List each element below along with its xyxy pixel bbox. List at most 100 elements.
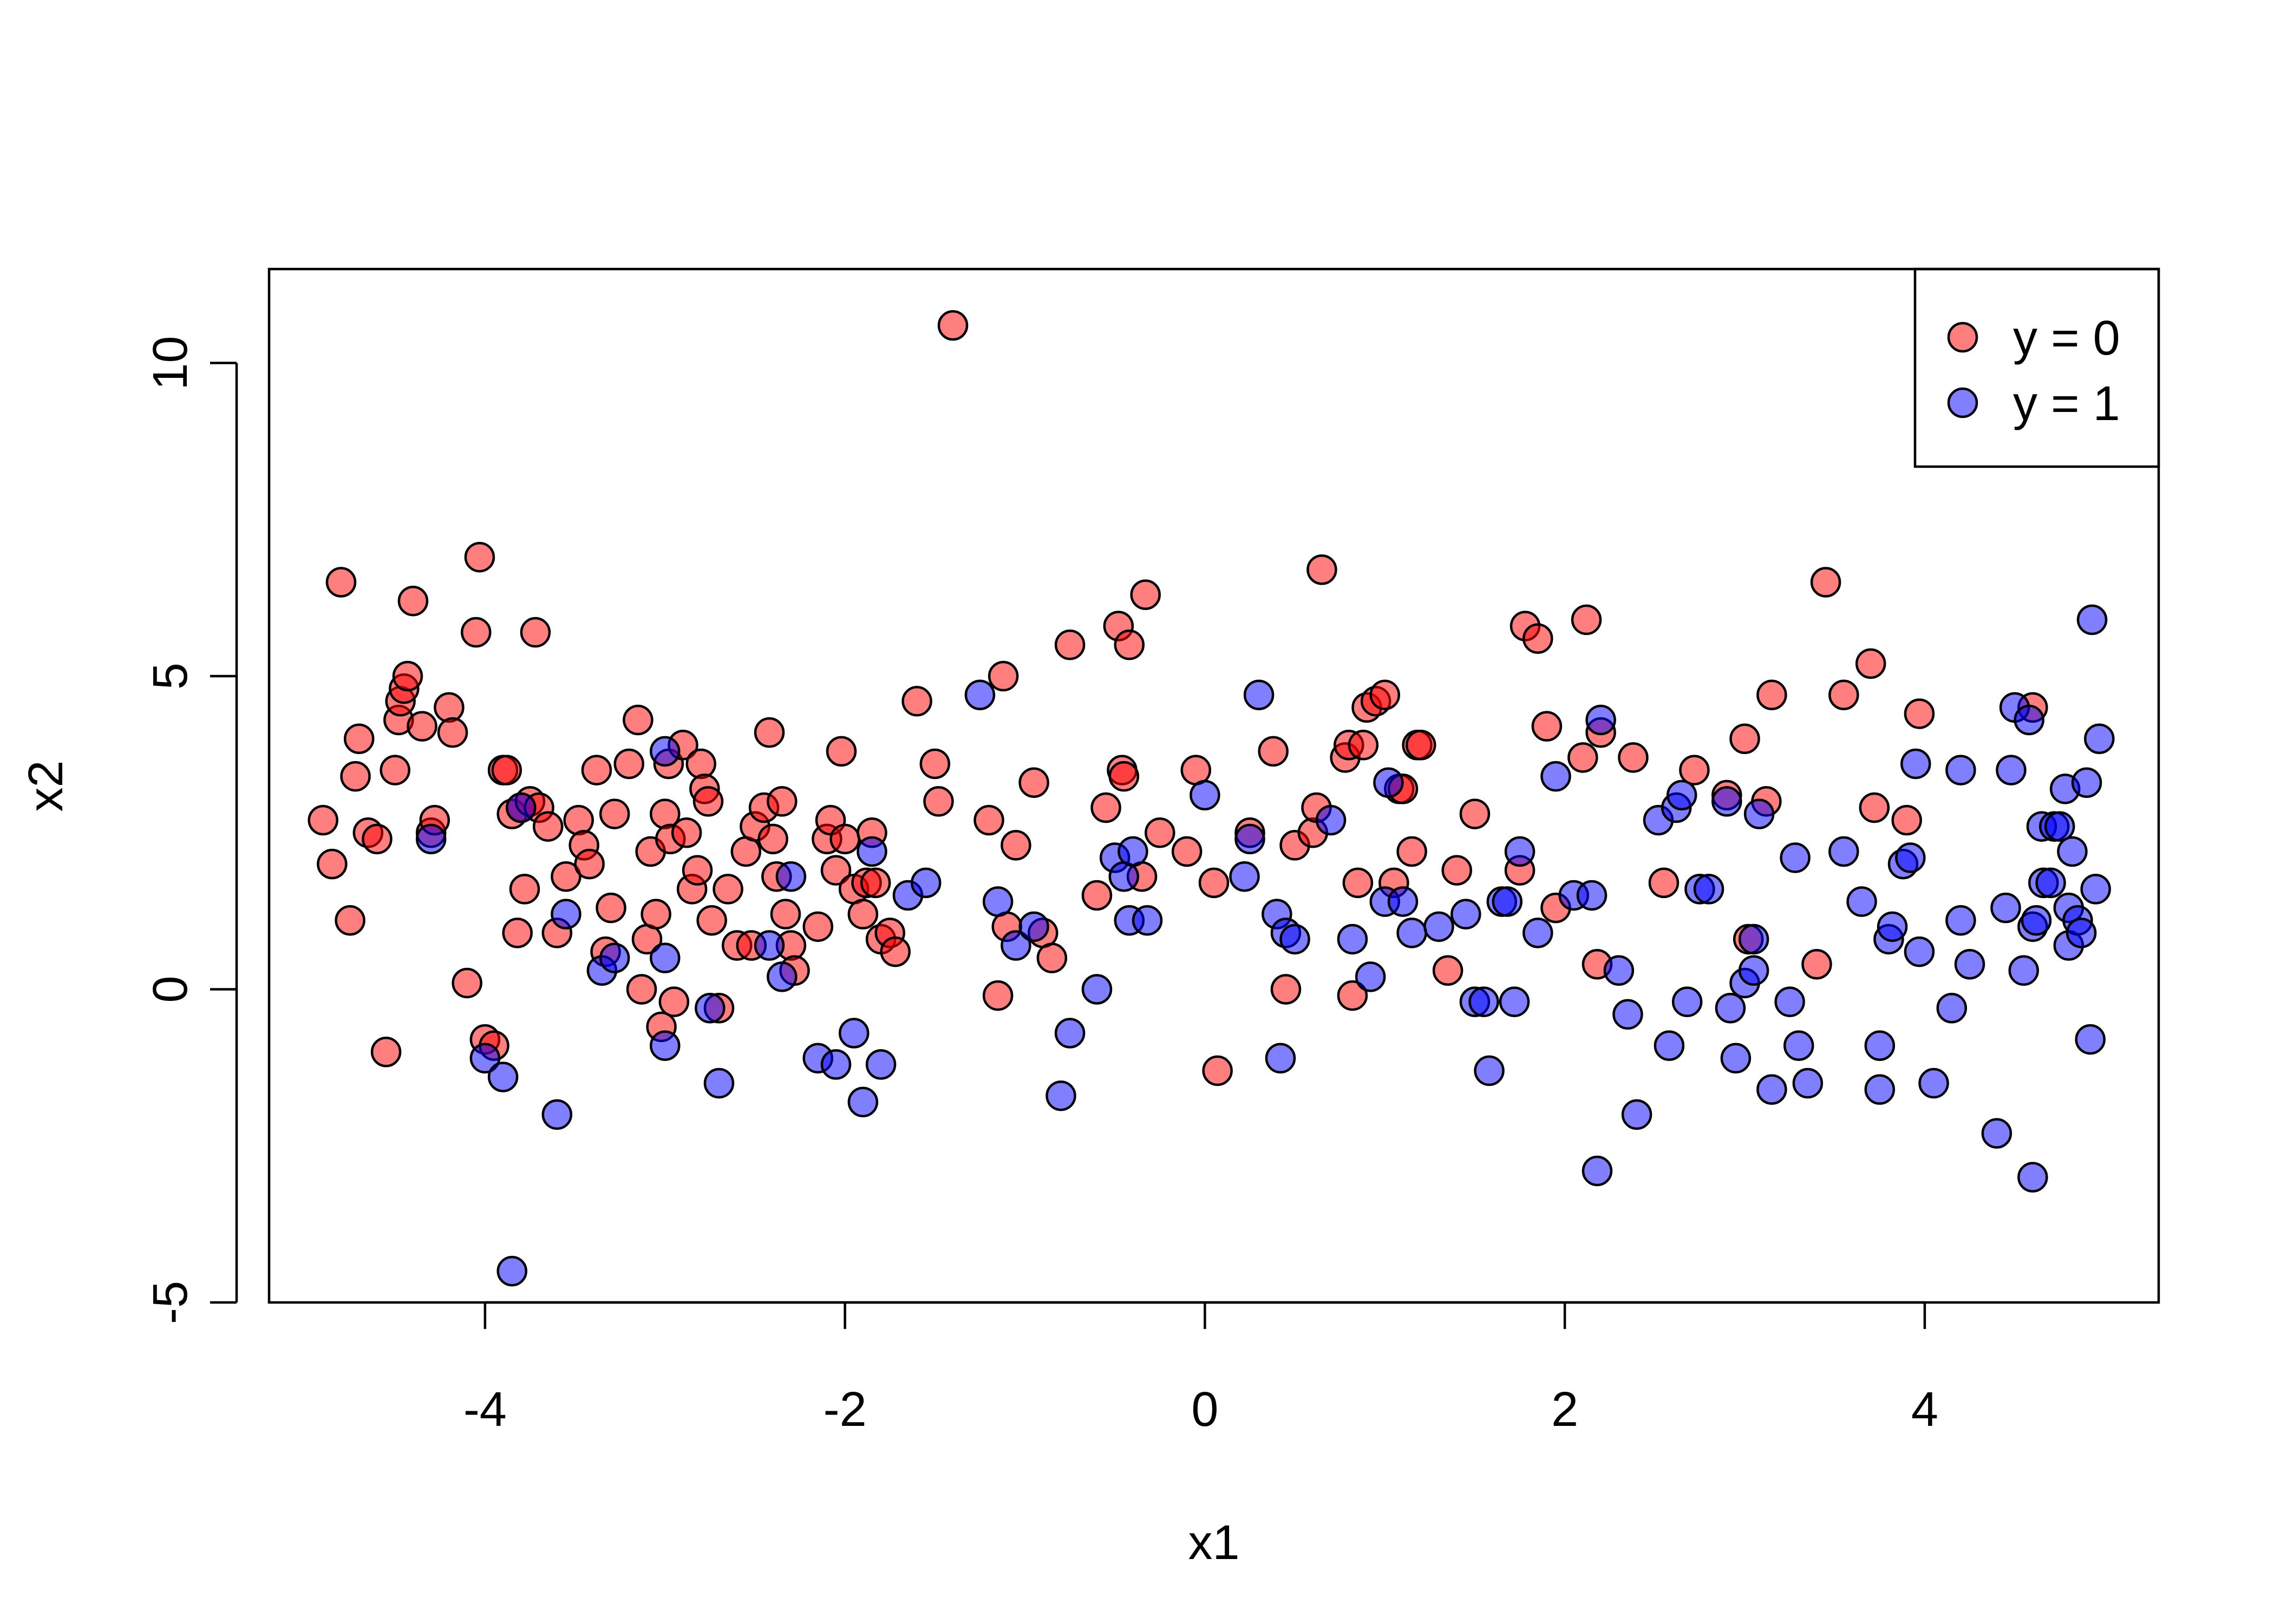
- data-point-y1: [551, 899, 581, 929]
- data-point-y1: [2071, 767, 2102, 798]
- data-point-y0: [1145, 817, 1175, 848]
- data-point-y1: [1279, 924, 1310, 955]
- data-point-y1: [1895, 842, 1926, 873]
- data-point-y1: [2066, 918, 2097, 948]
- data-point-y0: [767, 786, 798, 817]
- data-point-y1: [541, 1099, 573, 1130]
- data-point-y1: [964, 679, 996, 710]
- data-point-y1: [775, 861, 807, 892]
- data-point-y0: [1306, 554, 1337, 585]
- data-point-y1: [703, 1068, 735, 1099]
- data-point-y0: [509, 874, 540, 905]
- data-point-y0: [1369, 679, 1401, 710]
- data-point-y1: [1018, 911, 1049, 942]
- data-point-y0: [1904, 698, 1935, 729]
- data-point-y1: [1666, 780, 1697, 811]
- data-point-y1: [1621, 1099, 1652, 1130]
- x-axis-label: x1: [1188, 1516, 1239, 1570]
- data-point-y1: [1504, 836, 1535, 867]
- data-point-y0: [820, 855, 852, 886]
- data-point-y1: [2084, 723, 2115, 754]
- data-point-y1: [1081, 974, 1113, 1005]
- data-point-y0: [392, 660, 423, 692]
- data-point-y1: [1118, 836, 1148, 867]
- data-point-y0: [1459, 798, 1491, 829]
- data-point-y1: [1864, 1030, 1896, 1061]
- data-point-y0: [1081, 880, 1113, 911]
- data-point-y1: [415, 823, 447, 855]
- data-point-y0: [847, 899, 879, 929]
- data-point-y1: [649, 942, 681, 973]
- data-point-y1: [1474, 1055, 1505, 1086]
- data-point-y0: [1567, 742, 1598, 773]
- data-point-y0: [1756, 679, 1787, 710]
- data-point-y1: [2008, 955, 2039, 986]
- data-point-y0: [658, 986, 690, 1017]
- data-point-y0: [1618, 742, 1649, 773]
- data-point-y1: [1671, 986, 1703, 1017]
- data-point-y1: [1756, 1074, 1787, 1105]
- data-point-y1: [1720, 1043, 1752, 1074]
- data-point-y0: [754, 717, 785, 748]
- data-point-y0: [901, 686, 932, 717]
- data-point-y0: [860, 867, 891, 899]
- data-point-y1: [1337, 924, 1368, 955]
- data-point-y1: [1738, 924, 1769, 955]
- data-point-y0: [1198, 867, 1230, 899]
- data-point-y1: [1540, 761, 1571, 792]
- data-point-y0: [1108, 761, 1140, 792]
- data-point-y1: [1396, 918, 1427, 948]
- data-point-y0: [397, 585, 429, 617]
- data-point-y1: [2017, 1162, 2048, 1193]
- data-point-y0: [1337, 980, 1368, 1011]
- data-point-y0: [1405, 730, 1436, 761]
- data-point-y0: [599, 798, 630, 829]
- data-point-y1: [1001, 930, 1031, 961]
- data-point-y1: [1783, 1030, 1814, 1061]
- data-point-y1: [1492, 886, 1523, 917]
- data-point-y1: [1743, 798, 1775, 829]
- data-point-y0: [1441, 855, 1472, 886]
- data-point-y1: [1996, 755, 2027, 785]
- data-point-y0: [829, 823, 860, 855]
- data-point-y0: [937, 310, 969, 341]
- data-point-y0: [1828, 679, 1859, 710]
- y-tick-label: 10: [143, 336, 198, 390]
- data-point-y1: [1499, 986, 1530, 1017]
- data-point-y1: [910, 867, 942, 899]
- series-y1: [415, 604, 2115, 1287]
- data-point-y1: [1355, 961, 1386, 992]
- data-point-y0: [563, 804, 594, 836]
- data-point-y0: [682, 855, 713, 886]
- data-point-y1: [1045, 1080, 1076, 1111]
- data-point-y0: [1531, 711, 1563, 742]
- data-point-y1: [1132, 905, 1163, 936]
- data-point-y1: [1654, 1030, 1685, 1061]
- data-point-y1: [649, 736, 681, 767]
- data-point-y1: [1265, 1043, 1296, 1074]
- data-point-y1: [1936, 992, 1968, 1024]
- data-point-y1: [649, 1030, 681, 1061]
- data-point-y0: [532, 811, 564, 842]
- data-point-y0: [464, 541, 495, 573]
- data-point-y0: [988, 660, 1019, 692]
- data-point-y0: [1396, 836, 1427, 867]
- data-point-y1: [2014, 704, 2044, 736]
- data-point-y0: [1891, 804, 1922, 836]
- legend-marker-y1: [1947, 387, 1978, 418]
- data-point-y1: [2044, 811, 2075, 842]
- data-point-y1: [1054, 1018, 1086, 1049]
- data-point-y0: [1171, 836, 1203, 867]
- data-point-y0: [574, 848, 605, 880]
- data-point-y0: [335, 905, 365, 936]
- legend-marker-y0: [1947, 322, 1978, 353]
- data-point-y1: [506, 792, 537, 823]
- data-point-y1: [2080, 874, 2111, 905]
- data-point-y0: [626, 974, 657, 1005]
- data-point-y0: [641, 899, 671, 929]
- data-point-y1: [982, 886, 1014, 917]
- data-point-y1: [1828, 836, 1859, 867]
- data-point-y1: [1693, 874, 1724, 905]
- data-point-y1: [1387, 886, 1419, 917]
- data-point-y0: [1855, 648, 1886, 679]
